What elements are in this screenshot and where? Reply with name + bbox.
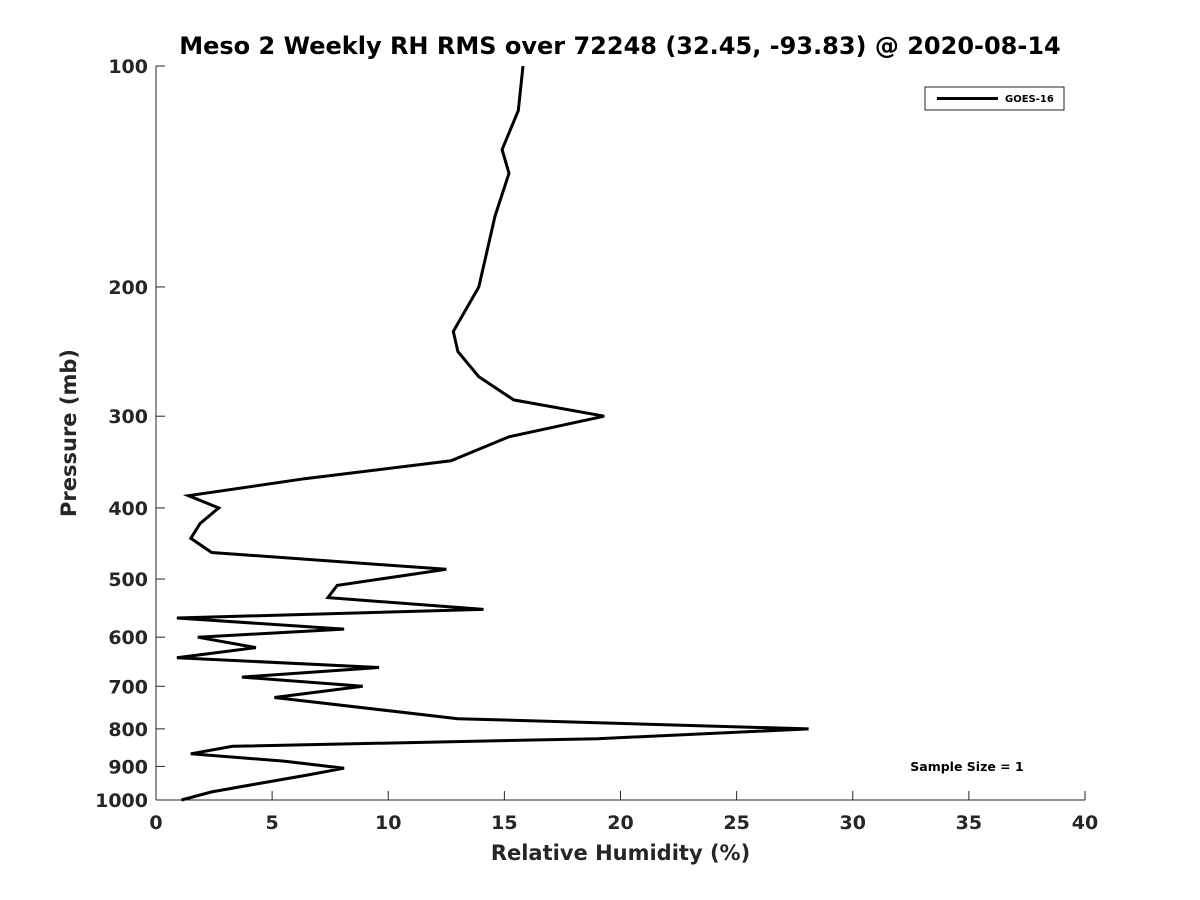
y-axis-label: Pressure (mb) [57,349,81,517]
y-tick-label: 100 [108,56,148,78]
series-line-goes-16 [176,65,809,802]
x-tick-label: 30 [840,812,866,834]
x-tick-label: 15 [491,812,517,834]
y-tick-label: 700 [108,676,148,698]
x-tick-label: 0 [149,812,162,834]
x-tick-label: 40 [1072,812,1098,834]
chart-title: Meso 2 Weekly RH RMS over 72248 (32.45, … [179,32,1061,60]
y-tick-label: 900 [108,756,148,778]
x-tick-label: 10 [375,812,401,834]
x-axis-label: Relative Humidity (%) [491,841,750,865]
x-tick-label: 5 [266,812,279,834]
x-tick-label: 35 [956,812,982,834]
legend: GOES-16 [924,86,1065,111]
y-ticks: 100 200 300 400 500 600 700 800 900 1000 [95,56,165,812]
y-tick-label: 500 [108,569,148,591]
x-tick-label: 25 [723,812,749,834]
y-tick-label: 800 [108,719,148,741]
y-tick-label: 600 [108,627,148,649]
y-tick-label: 300 [108,406,148,428]
y-tick-label: 200 [108,277,148,299]
y-tick-label: 400 [108,498,148,520]
series-layer [176,65,809,802]
sample-size-annotation: Sample Size = 1 [910,759,1023,774]
y-tick-label: 1000 [95,790,148,812]
x-tick-label: 20 [607,812,633,834]
x-ticks: 0 5 10 15 20 25 30 35 40 [149,791,1098,834]
legend-label-goes-16: GOES-16 [1005,94,1054,105]
